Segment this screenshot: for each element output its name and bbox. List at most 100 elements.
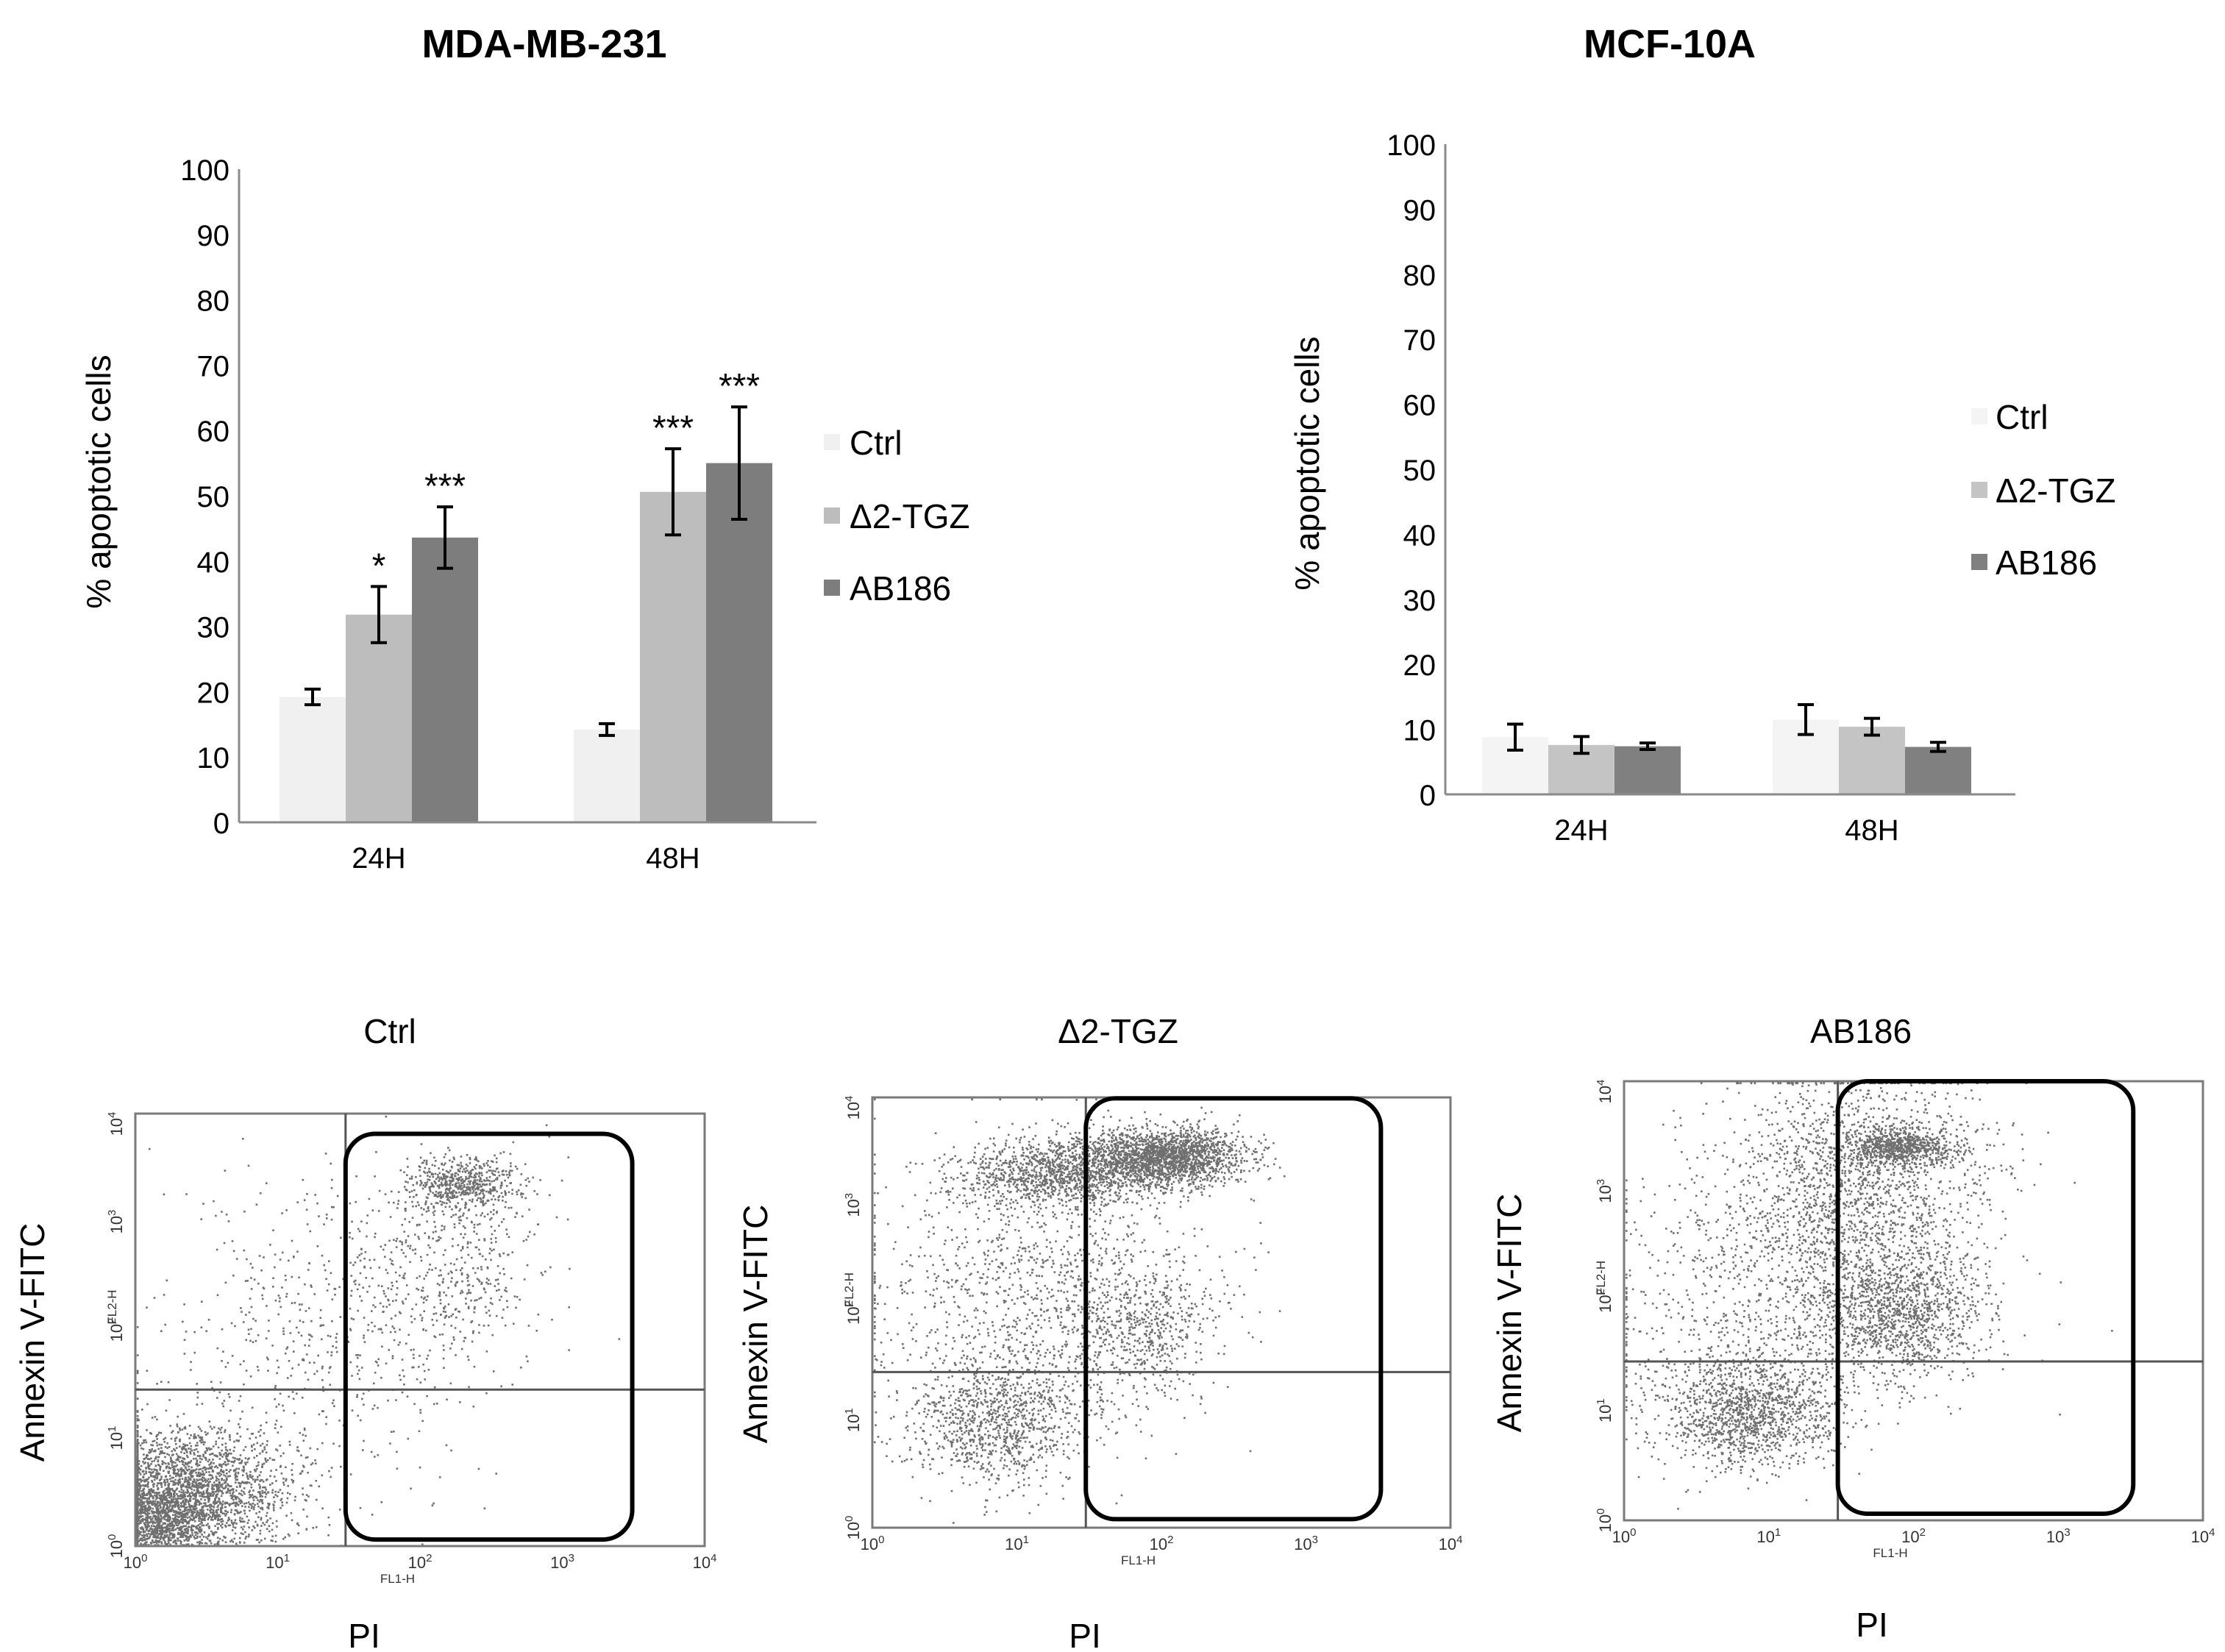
event-dot: [499, 1186, 502, 1189]
event-dot: [152, 1491, 155, 1494]
event-dot: [268, 1457, 271, 1459]
event-dot: [211, 1386, 213, 1389]
event-dot: [149, 1464, 151, 1467]
event-dot: [255, 1539, 258, 1541]
event-dot: [165, 1478, 168, 1481]
event-dot: [221, 1478, 223, 1481]
event-dot: [164, 1531, 166, 1534]
event-dot: [416, 1224, 419, 1227]
event-dot: [405, 1208, 407, 1210]
event-dot: [136, 1534, 139, 1536]
event-dot: [496, 1210, 498, 1213]
event-dot: [420, 1296, 423, 1298]
y-tick-label: 30: [1403, 585, 1437, 617]
event-dot: [146, 1515, 149, 1517]
event-dot: [160, 1465, 162, 1468]
event-dot: [168, 1482, 171, 1485]
event-dot: [466, 1280, 469, 1282]
event-dot: [209, 1453, 211, 1456]
event-dot: [372, 1304, 374, 1306]
event-dot: [240, 1520, 242, 1523]
y-tick-label: 100: [180, 154, 229, 187]
event-dot: [139, 1444, 142, 1447]
event-dot: [198, 1464, 201, 1467]
event-dot: [502, 1151, 505, 1153]
event-dot: [432, 1324, 435, 1326]
event-dot: [140, 1537, 143, 1539]
event-dot: [444, 1317, 446, 1319]
event-dot: [224, 1509, 227, 1512]
event-dot: [142, 1503, 144, 1505]
event-dot: [149, 1431, 152, 1434]
event-dot: [431, 1164, 434, 1167]
event-dot: [312, 1526, 314, 1529]
event-dot: [532, 1176, 534, 1179]
event-dot: [457, 1202, 460, 1204]
event-dot: [504, 1179, 506, 1182]
event-dot: [184, 1425, 186, 1428]
event-dot: [424, 1378, 426, 1381]
event-dot: [189, 1506, 192, 1509]
event-dot: [498, 1253, 501, 1256]
event-dot: [442, 1177, 444, 1180]
event-dot: [458, 1164, 460, 1167]
event-dot: [188, 1465, 190, 1468]
event-dot: [165, 1467, 168, 1470]
event-dot: [255, 1465, 258, 1467]
event-dot: [274, 1534, 277, 1537]
event-dot: [200, 1326, 203, 1328]
event-dot: [169, 1502, 171, 1504]
event-dot: [218, 1489, 221, 1492]
event-dot: [212, 1459, 214, 1461]
event-dot: [456, 1281, 459, 1283]
event-dot: [199, 1526, 201, 1529]
event-dot: [445, 1175, 448, 1178]
event-dot: [167, 1519, 170, 1522]
event-dot: [213, 1543, 216, 1545]
event-dot: [222, 1487, 225, 1490]
event-dot: [427, 1237, 430, 1239]
event-dot: [476, 1182, 479, 1185]
event-dot: [149, 1515, 152, 1518]
event-dot: [215, 1479, 218, 1482]
event-dot: [158, 1431, 160, 1434]
event-dot: [479, 1179, 481, 1181]
event-dot: [199, 1439, 202, 1442]
event-dot: [424, 1296, 426, 1299]
event-dot: [275, 1469, 277, 1471]
event-dot: [204, 1431, 207, 1434]
event-dot: [494, 1186, 496, 1189]
event-dot: [244, 1461, 246, 1464]
event-dot: [289, 1493, 291, 1495]
event-dot: [189, 1519, 192, 1521]
event-dot: [157, 1541, 160, 1544]
event-dot: [416, 1201, 419, 1203]
event-dot: [455, 1206, 458, 1208]
event-dot: [330, 1475, 332, 1478]
event-dot: [147, 1481, 149, 1484]
event-dot: [245, 1370, 248, 1372]
event-dot: [204, 1441, 206, 1444]
event-dot: [271, 1459, 274, 1461]
event-dot: [449, 1183, 451, 1186]
event-dot: [415, 1205, 417, 1208]
event-dot: [433, 1335, 435, 1338]
error-bar: [1798, 703, 1814, 736]
event-dot: [201, 1458, 203, 1461]
event-dot: [444, 1178, 446, 1181]
event-dot: [152, 1484, 154, 1486]
event-dot: [188, 1461, 191, 1464]
event-dot: [350, 1317, 353, 1320]
event-dot: [264, 1495, 267, 1498]
event-dot: [142, 1539, 145, 1541]
event-dot: [510, 1165, 512, 1167]
event-dot: [192, 1494, 194, 1497]
event-dot: [236, 1458, 238, 1460]
event-dot: [477, 1223, 479, 1226]
event-dot: [191, 1485, 194, 1487]
event-dot: [256, 1525, 259, 1527]
bar: [706, 463, 772, 822]
event-dot: [374, 1175, 376, 1178]
event-dot: [176, 1487, 179, 1489]
event-dot: [216, 1493, 219, 1495]
